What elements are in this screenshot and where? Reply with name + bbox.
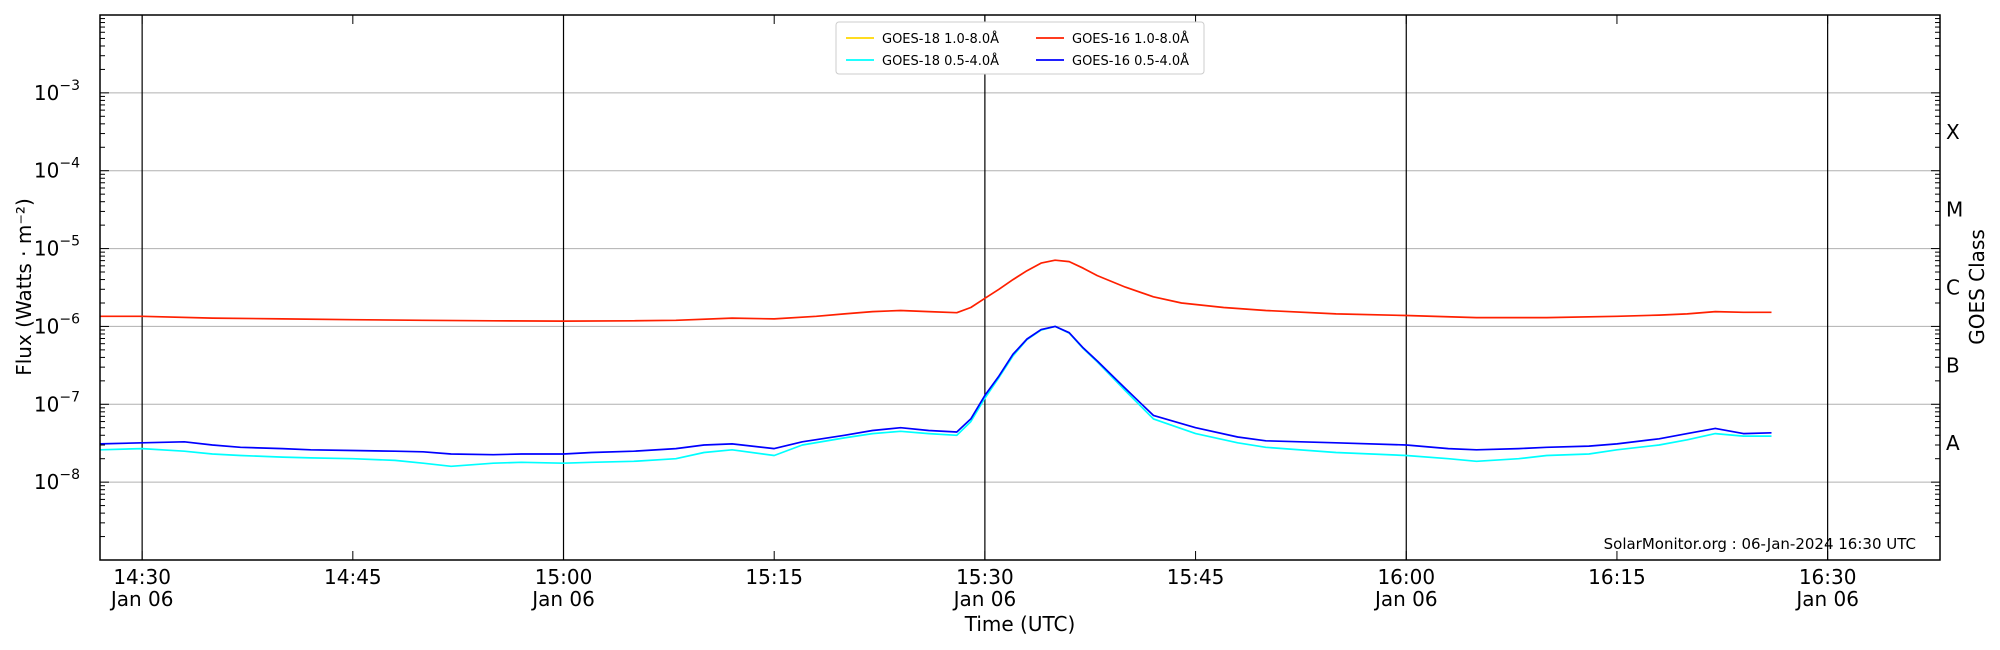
x-tick-label-date: Jan 06 xyxy=(530,587,595,611)
series-layer xyxy=(99,259,1772,468)
y-tick-labels: 10−8 10−7 10−6 10−5 10−4 10−3 xyxy=(34,78,80,494)
y2-axis-title: GOES Class xyxy=(1965,229,1989,345)
x-tick-label-time: 16:15 xyxy=(1588,565,1646,589)
x-axis-title: Time (UTC) xyxy=(964,612,1076,636)
legend-label: GOES-18 1.0-8.0Å xyxy=(882,31,999,47)
x-tick-label-time: 15:30 xyxy=(956,565,1014,589)
x-tick-label-time: 14:30 xyxy=(113,565,171,589)
goes-class-label: B xyxy=(1946,353,1960,377)
x-tick-label-time: 16:30 xyxy=(1799,565,1857,589)
y-tick-label: 10−8 xyxy=(34,467,80,494)
y-axis-title: Flux (Watts · m⁻²) xyxy=(12,198,36,376)
series-line xyxy=(100,259,1772,322)
axis-ticks xyxy=(100,15,1940,561)
series-line xyxy=(99,325,1772,456)
x-tick-label-time: 15:00 xyxy=(535,565,593,589)
plot-frame xyxy=(99,14,1941,561)
y-tick-label: 10−4 xyxy=(34,156,80,183)
x-tick-label-time: 15:45 xyxy=(1167,565,1225,589)
goes-class-label: C xyxy=(1946,276,1960,300)
legend-label: GOES-16 0.5-4.0Å xyxy=(1072,53,1189,69)
goes-class-label: M xyxy=(1946,198,1963,222)
plot-background xyxy=(100,15,1940,560)
vertical-gridlines xyxy=(141,15,1829,560)
y-tick-exponent: −7 xyxy=(59,389,80,405)
y-tick-label: 10−3 xyxy=(34,78,80,105)
y-tick-exponent: −8 xyxy=(59,467,80,483)
legend-label: GOES-18 0.5-4.0Å xyxy=(882,53,999,69)
legend: GOES-18 1.0-8.0Å GOES-18 0.5-4.0Å GOES-16 … xyxy=(835,21,1205,75)
x-tick-label-date: Jan 06 xyxy=(1794,587,1859,611)
credit-text: SolarMonitor.org : 06-Jan-2024 16:30 UTC xyxy=(1604,535,1916,553)
y-tick-label: 10−7 xyxy=(34,389,80,416)
y-tick-label: 10−6 xyxy=(34,311,80,338)
x-tick-label-date: Jan 06 xyxy=(952,587,1017,611)
x-tick-label-time: 14:45 xyxy=(324,565,382,589)
x-tick-label-date: Jan 06 xyxy=(1373,587,1438,611)
y-tick-label: 10−5 xyxy=(34,234,80,261)
legend-box xyxy=(835,21,1205,75)
y-tick-exponent: −5 xyxy=(59,234,80,250)
x-tick-label-date: Jan 06 xyxy=(109,587,174,611)
y-tick-exponent: −6 xyxy=(59,311,80,327)
goes-class-label: A xyxy=(1946,431,1960,455)
x-tick-label-time: 16:00 xyxy=(1377,565,1435,589)
series-line xyxy=(99,325,1772,468)
horizontal-gridlines xyxy=(100,92,1940,483)
x-tick-label-time: 15:15 xyxy=(745,565,803,589)
y-tick-exponent: −4 xyxy=(59,156,80,172)
goes-class-labels: A B C M X xyxy=(1946,120,1963,455)
y-tick-exponent: −3 xyxy=(59,78,80,94)
legend-label: GOES-16 1.0-8.0Å xyxy=(1072,31,1189,47)
goes-class-label: X xyxy=(1946,120,1960,144)
